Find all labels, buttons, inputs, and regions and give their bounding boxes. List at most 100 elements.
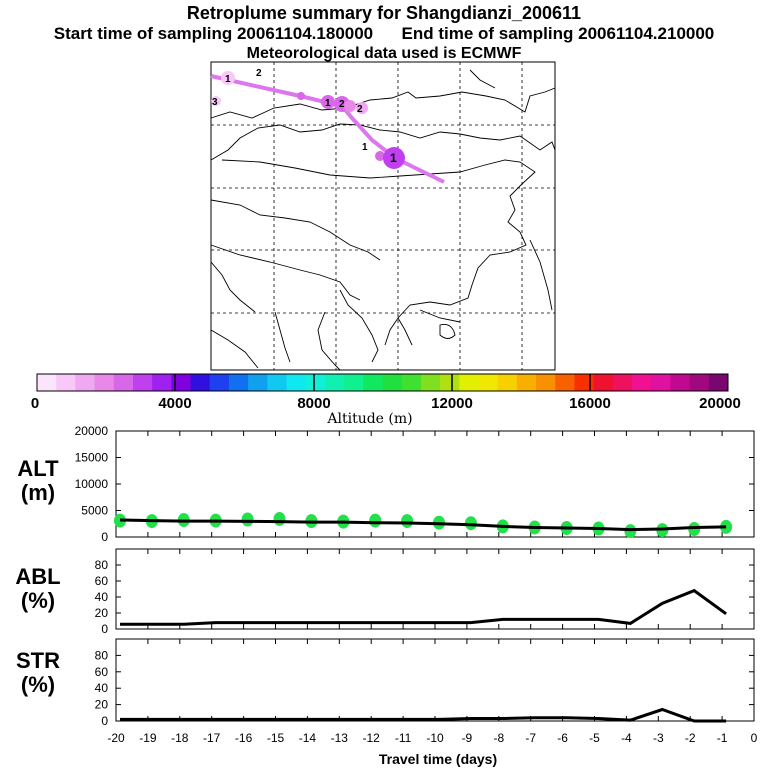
map-frame [210, 61, 556, 371]
x-tick-label: -10 [426, 731, 444, 745]
start-time-label: Start time of sampling 20061104.180000 [53, 24, 374, 43]
colorbar-major-ticks [174, 374, 591, 391]
colorbar-cell [536, 374, 556, 391]
y-tick-label: 5000 [81, 504, 108, 518]
plume-cluster [344, 100, 356, 112]
cluster-label: 2 [256, 68, 262, 79]
colorbar-cell [171, 374, 192, 391]
x-tick-label: -5 [589, 731, 600, 745]
alt-unit-label: (m) [21, 480, 55, 505]
panel-3: 0 20 40 60 80 [95, 638, 755, 728]
y-tick-label: 20000 [75, 424, 109, 438]
x-tick-label: -17 [203, 731, 221, 745]
altitude-point [624, 524, 637, 539]
y-tick-label: 80 [95, 648, 109, 662]
colorbar-cell [113, 374, 134, 391]
colorbar-cell [708, 374, 729, 391]
met-data-label: Meteorological data used is ECMWF [246, 45, 522, 62]
colorbar-title: Altitude (m) [326, 411, 412, 427]
colorbar-cell [267, 374, 288, 391]
y-tick-label: 15000 [75, 451, 109, 465]
panel-1: 0 5000 10000 15000 20000 [75, 424, 755, 544]
x-tick-label: -4 [621, 731, 632, 745]
altitude-point [401, 514, 414, 529]
colorbar-cell [132, 374, 153, 391]
x-tick-label: -19 [139, 731, 157, 745]
y-tick-label: 0 [101, 530, 108, 544]
colorbar-frame [36, 373, 729, 392]
altitude-point [688, 522, 701, 537]
y-tick-label: 60 [95, 574, 109, 588]
plume-cluster [375, 151, 385, 161]
coastlines-borders [210, 69, 556, 371]
y-tick-label: 40 [95, 681, 109, 695]
cluster-label: 1 [390, 151, 397, 165]
colorbar-cell [344, 374, 364, 391]
x-tick-label: -18 [171, 731, 189, 745]
colorbar-cell [37, 374, 57, 391]
abl-label: ABL [15, 564, 60, 589]
series-line [119, 518, 727, 532]
time-series-panels: 0 5000 10000 15000 20000 0 20 40 60 80 0 20 40 60 80 -2… [75, 424, 758, 745]
colorbar-cell [94, 374, 115, 391]
colorbar-cell [478, 374, 499, 391]
plume-cluster [356, 102, 368, 114]
plume-cluster [321, 95, 335, 109]
panel-2: 0 20 40 60 80 [95, 548, 755, 636]
colorbar-cell [593, 374, 614, 391]
colorbar-cell [152, 374, 172, 391]
panel-frame [115, 638, 755, 722]
colorbar-cell [689, 374, 710, 391]
x-tick-label: -8 [493, 731, 504, 745]
plume-cluster [383, 147, 405, 169]
colorbar-cell [286, 374, 307, 391]
plume-track [210, 71, 445, 184]
y-tick-label: 80 [95, 558, 109, 572]
x-tick-label: -1 [717, 731, 728, 745]
colorbar-cell [248, 374, 268, 391]
colorbar-tick-label: 4000 [158, 395, 191, 412]
altitude-point [273, 511, 286, 526]
colorbar-cell [612, 374, 633, 391]
x-tick-label: -6 [557, 731, 568, 745]
x-tick-label: -12 [363, 731, 381, 745]
colorbar-cell [670, 374, 691, 391]
colorbar-cell [459, 374, 479, 391]
plume-cluster [221, 71, 235, 85]
colorbar-cell [228, 374, 249, 391]
series-line [120, 707, 727, 723]
cluster-label: 2 [339, 99, 345, 110]
colorbar-cell [190, 374, 211, 391]
x-tick-label: -11 [395, 731, 412, 745]
colorbar-cell [324, 374, 345, 391]
y-tick-label: 40 [95, 590, 109, 604]
x-tick-label: -16 [235, 731, 253, 745]
colorbar-tick-label: 0 [31, 395, 39, 412]
cluster-label: 2 [357, 104, 363, 115]
colorbar-cell [209, 374, 230, 391]
alt-label: ALT [17, 456, 59, 481]
cluster-label: 1 [225, 74, 231, 85]
str-label: STR [16, 648, 60, 673]
altitude-point [464, 516, 477, 531]
colorbar-cell [56, 374, 76, 391]
colorbar-cell [632, 374, 652, 391]
panel-frame [115, 548, 755, 630]
x-tick-label: -7 [525, 731, 536, 745]
chart-title: Retroplume summary for Shangdianzi_20061… [186, 3, 582, 23]
colorbar-cell [420, 374, 441, 391]
y-tick-label: 10000 [75, 477, 109, 491]
abl-unit-label: (%) [21, 588, 55, 613]
cluster-label: 3 [212, 97, 218, 108]
sampling-times: Start time of sampling 20061104.180000 E… [0, 24, 768, 44]
altitude-colorbar: 0 4000 8000 12000 16000 20000 Altitude (… [31, 373, 741, 427]
colorbar-tick-label: 20000 [699, 395, 741, 412]
plume-cluster [297, 92, 305, 100]
y-tick-label: 60 [95, 665, 109, 679]
colorbar-cell [555, 374, 575, 391]
cluster-label: 1 [325, 98, 331, 109]
colorbar-cell [651, 374, 671, 391]
cluster-label: 1 [362, 142, 368, 153]
x-tick-label: -20 [107, 731, 125, 745]
